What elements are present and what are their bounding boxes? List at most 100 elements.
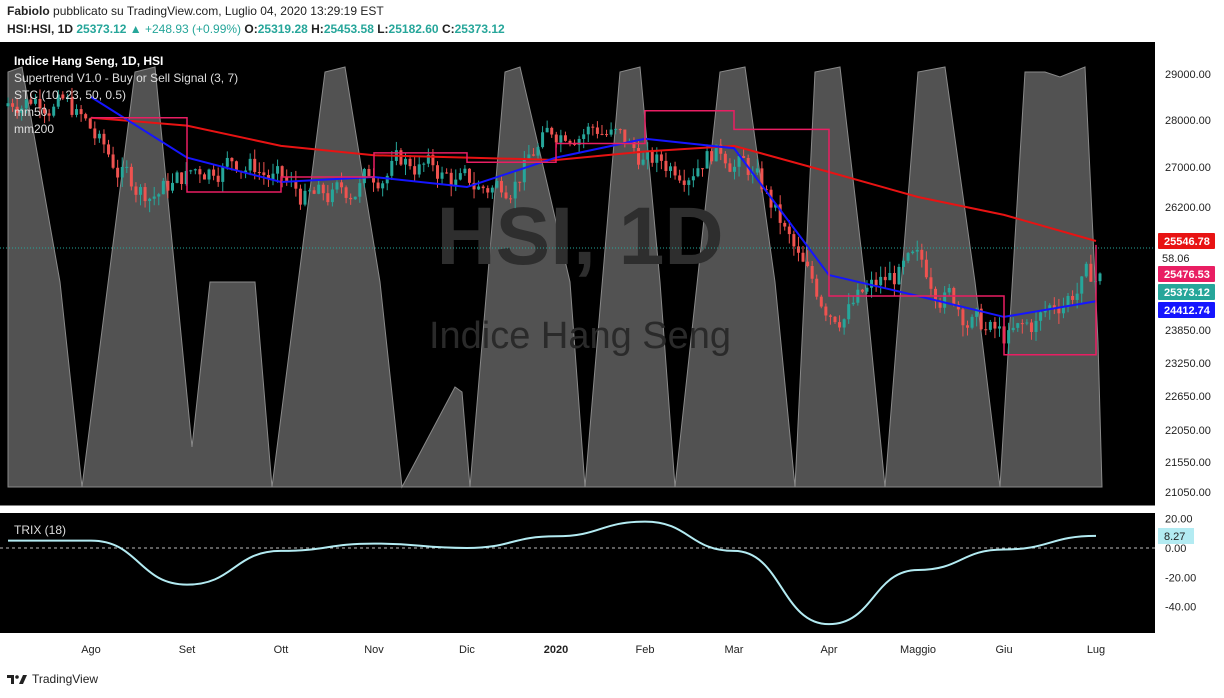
price-tag-label: 25546.78 [1164,236,1210,248]
candle-body [833,316,837,323]
candle-body [15,106,19,113]
candle-body [52,106,56,116]
price-tick-label: 27000.00 [1165,162,1211,174]
time-tick-label: Set [179,644,196,656]
price-tag-supertrend [1158,266,1215,282]
candle-body [719,144,723,154]
candle-body [499,180,503,193]
candle-body [582,134,586,139]
candle-body [6,103,10,107]
candle-body [504,192,508,199]
candle-body [669,166,673,171]
candle-body [102,133,106,145]
candle-body [787,226,791,235]
candle-body [522,159,526,183]
candle-body [545,127,549,133]
candle-body [139,187,143,195]
candle-body [481,186,485,189]
candle-body [253,158,257,173]
price-tag-label: 25476.53 [1164,269,1210,281]
candle-body [828,315,832,317]
candle-body [1034,320,1038,333]
candle-body [609,129,613,135]
candle-body [271,173,275,180]
candle-body [947,287,951,293]
candle-body [979,308,983,330]
candle-body [422,163,426,165]
candle-body [742,156,746,158]
candle-body [340,182,344,188]
legend-trix: TRIX (18) [14,523,66,537]
candle-body [509,198,513,200]
candle-body [1057,307,1061,314]
candle-body [911,251,915,254]
candle-body [152,196,156,199]
candle-body [801,252,805,262]
candle-body [38,99,42,109]
time-tick-label: Lug [1087,644,1105,656]
candle-body [175,172,179,183]
candle-body [531,154,535,156]
legend-mm200: mm200 [14,122,54,136]
price-change: ▲ +248.93 (+0.99%) [129,22,242,36]
candle-body [20,108,24,113]
candle-body [1080,276,1084,294]
price-tag-close [1158,284,1215,300]
candle-body [659,154,663,161]
candle-body [1071,295,1075,300]
candle-body [385,175,389,184]
open-label: O: [244,22,258,36]
candle-body [56,94,60,107]
candle-body [335,182,339,190]
candle-body [614,129,618,131]
price-tick-label: 21050.00 [1165,487,1211,499]
time-tick-label: Giu [995,644,1012,656]
candle-body [705,151,709,169]
legend: Indice Hang Seng, 1D, HSI Supertrend V1.… [14,54,238,537]
price-chart[interactable]: HSI, 1D Indice Hang Seng Indice Hang Sen… [0,42,1224,660]
candle-body [796,246,800,253]
candle-body [431,154,435,166]
candle-body [435,165,439,179]
time-tick-label: Nov [364,644,384,656]
trix-tick-label: -40.00 [1165,602,1196,614]
candle-body [842,319,846,328]
candle-body [65,97,69,99]
candle-body [888,272,892,281]
candle-body [838,322,842,328]
candle-body [600,133,604,135]
candle-body [317,184,321,194]
candle-body [595,127,599,134]
watermark-name: Indice Hang Seng [429,315,731,357]
price-tick-label: 26200.00 [1165,202,1211,214]
candle-body [637,148,641,165]
candle-body [120,166,124,178]
indicator-lines [90,96,1097,356]
candle-body [536,147,540,156]
candle-body [330,189,334,203]
candle-body [266,175,270,180]
price-axis[interactable]: 29000.00 28000.00 27000.00 26200.00 23850.00… [1162,69,1211,614]
candle-body [792,234,796,247]
publish-text: pubblicato su TradingView.com, Luglio 04… [53,4,384,18]
author-name: Fabiolo [7,4,50,18]
candle-body [129,166,133,187]
candle-body [732,166,736,172]
ohlc-header: HSI:HSI, 1D 25373.12 ▲ +248.93 (+0.99%) … [7,22,505,36]
candle-body [212,169,216,176]
close-value: 25373.12 [454,22,505,36]
candle-body [230,157,234,162]
symbol-label: HSI:HSI, 1D [7,22,74,36]
price-tags: 25546.78 25476.53 25373.12 24412.74 8.27 [1158,233,1215,544]
candle-body [486,188,490,193]
candle-body [216,175,220,182]
candle-body [1025,322,1029,324]
candle-body [321,184,325,194]
candle-body [865,287,869,292]
candle-body [568,140,572,143]
candle-body [33,99,37,104]
candle-body [207,169,211,180]
candle-body [961,309,965,326]
candle-body [88,118,92,129]
time-axis[interactable]: Ago Set Ott Nov Dic 2020 Feb Mar Apr Maggio Giu Lug [81,644,1105,656]
